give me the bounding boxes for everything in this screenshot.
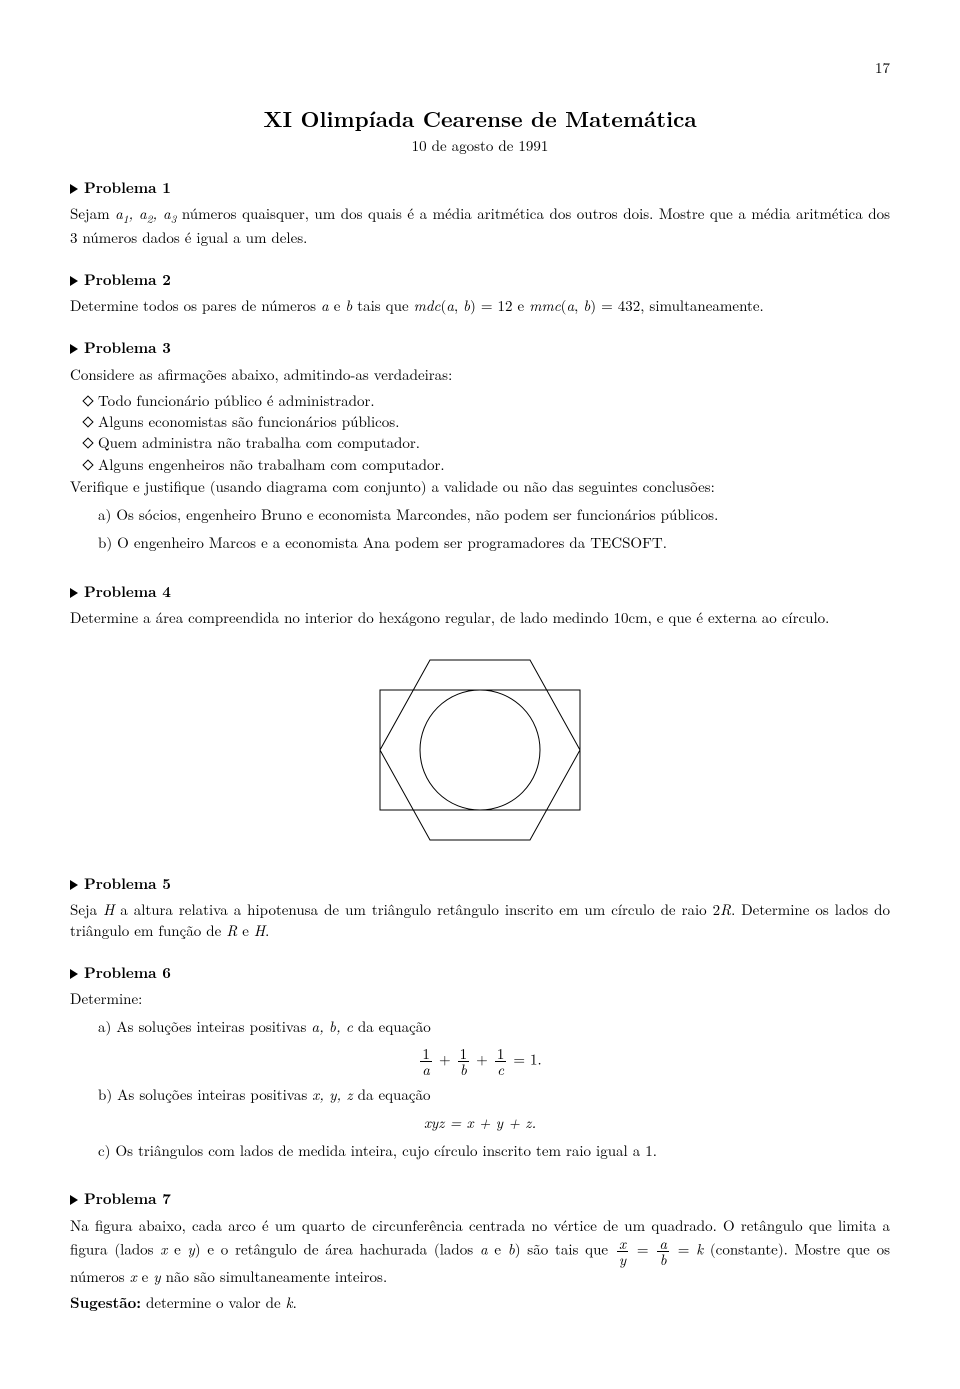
problem-3-item-a: a) Os sócios, engenheiro Bruno e economi… xyxy=(98,505,890,525)
problem-4-text: Determine a área compreendida no interio… xyxy=(70,608,890,628)
equation-6a: 1a + 1b + 1c = 1. xyxy=(70,1046,890,1077)
problem-7-text: Na figura abaixo, cada arco é um quarto … xyxy=(70,1216,890,1288)
page-number: 17 xyxy=(70,58,890,78)
problem-3-verify: Verifique e justifique (usando diagrama … xyxy=(70,477,890,497)
diamond-icon xyxy=(82,395,93,406)
problem-3-heading: Problema 3 xyxy=(70,338,890,358)
problem-6-heading: Problema 6 xyxy=(70,963,890,983)
triangle-icon xyxy=(70,276,78,286)
page-title: XI Olimpíada Cearense de Matemática xyxy=(70,104,890,134)
page-subtitle: 10 de agosto de 1991 xyxy=(70,136,890,156)
mdc-eq: mdc xyxy=(414,295,441,316)
problem-4-heading: Problema 4 xyxy=(70,582,890,602)
problem-2-heading: Problema 2 xyxy=(70,270,890,290)
two-r: 2R xyxy=(713,899,731,920)
heading-text: Problema 1 xyxy=(84,177,171,198)
triangle-icon xyxy=(70,588,78,598)
diamond-icon xyxy=(82,416,93,427)
suggestion-label: Sugestão: xyxy=(70,1292,141,1313)
inscribed-circle xyxy=(420,690,540,810)
heading-text: Problema 7 xyxy=(84,1188,171,1209)
problem-7-suggestion: Sugestão: determine o valor de k. xyxy=(70,1293,890,1313)
problem-5-text: Seja H a altura relativa a hipotenusa de… xyxy=(70,900,890,941)
statement-item: Quem administra não trabalha com computa… xyxy=(70,433,890,453)
problem-1-text: Sejam a1, a2, a3 números quaisquer, um d… xyxy=(70,204,890,247)
heading-text: Problema 5 xyxy=(84,873,171,894)
triangle-icon xyxy=(70,344,78,354)
mmc-eq: mmc xyxy=(529,295,560,316)
statement-item: Alguns economistas são funcionários públ… xyxy=(70,412,890,432)
problem-6-intro: Determine: xyxy=(70,989,890,1009)
hexagon-shape xyxy=(380,660,580,840)
heading-text: Problema 2 xyxy=(84,269,171,290)
equation-6b: xyz = x + y + z. xyxy=(70,1113,890,1133)
heading-text: Problema 4 xyxy=(84,581,171,602)
heading-text: Problema 3 xyxy=(84,337,171,358)
triangle-icon xyxy=(70,880,78,890)
problem-2-text: Determine todos os pares de números a e … xyxy=(70,296,890,316)
triangle-icon xyxy=(70,184,78,194)
problem-3-item-b: b) O engenheiro Marcos e a economista An… xyxy=(98,533,890,553)
hexagon-circle-figure xyxy=(370,650,590,850)
triangle-icon xyxy=(70,969,78,979)
problem-6-item-c: c) Os triângulos com lados de medida int… xyxy=(98,1141,890,1161)
problem-6-item-a: a) As soluções inteiras positivas a, b, … xyxy=(98,1017,890,1037)
diamond-icon xyxy=(82,459,93,470)
diamond-icon xyxy=(82,438,93,449)
problem-7-heading: Problema 7 xyxy=(70,1189,890,1209)
problem-6-item-b: b) As soluções inteiras positivas x, y, … xyxy=(98,1085,890,1105)
inner-rect xyxy=(380,690,580,810)
triangle-icon xyxy=(70,1195,78,1205)
heading-text: Problema 6 xyxy=(84,962,171,983)
math-vars: a1, a2, a3 xyxy=(115,203,176,224)
problem-5-heading: Problema 5 xyxy=(70,874,890,894)
problem-3-intro: Considere as afirmações abaixo, admitind… xyxy=(70,365,890,385)
problem-1-heading: Problema 1 xyxy=(70,178,890,198)
statement-item: Alguns engenheiros não trabalham com com… xyxy=(70,455,890,475)
statement-item: Todo funcionário público é administrador… xyxy=(70,391,890,411)
